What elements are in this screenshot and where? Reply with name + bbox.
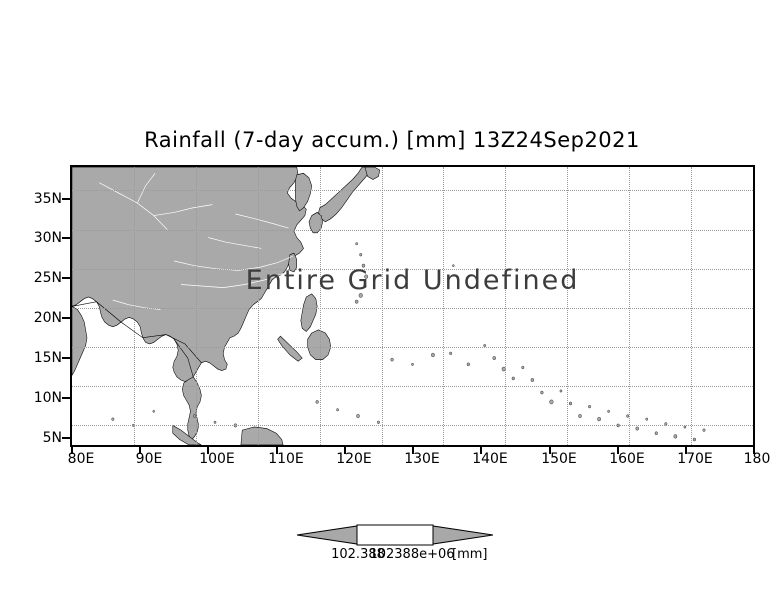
ytick-label-25n: 25N <box>33 270 62 286</box>
ytick-mark-20n <box>62 317 70 319</box>
xtick-label-180: 180 <box>743 451 771 467</box>
xtick-label-150e: 150E <box>541 451 577 467</box>
ytick-label-35n: 35N <box>33 191 62 207</box>
xtick-label-130e: 130E <box>404 451 440 467</box>
land-mindanao <box>307 329 332 360</box>
ytick-label-5n: 5N <box>42 430 62 446</box>
xtick-mark-170e <box>685 447 687 454</box>
land-japan-honshu <box>318 167 372 223</box>
xtick-label-90e: 90E <box>135 451 163 467</box>
xtick-mark-100e <box>207 447 209 454</box>
xtick-label-160e: 160E <box>609 451 645 467</box>
colorbar-swatches <box>297 524 493 546</box>
xtick-mark-90e <box>139 447 141 454</box>
land-taiwan <box>288 252 298 273</box>
xtick-mark-80e <box>71 447 73 454</box>
border-lines <box>72 301 202 377</box>
xtick-mark-150e <box>549 447 551 454</box>
land-indochina <box>182 376 202 440</box>
xtick-label-80e: 80E <box>67 451 95 467</box>
xtick-label-140e: 140E <box>472 451 508 467</box>
river-network <box>99 173 293 310</box>
map-geography-svg <box>72 167 706 445</box>
ytick-mark-10n <box>62 397 70 399</box>
colorbar[interactable] <box>297 521 493 549</box>
ytick-mark-25n <box>62 277 70 279</box>
land-south-asia <box>72 306 88 376</box>
land-polygons <box>72 167 381 445</box>
ytick-mark-5n <box>62 437 70 439</box>
ytick-label-30n: 30N <box>33 230 62 246</box>
xtick-mark-130e <box>412 447 414 454</box>
land-luzon <box>300 293 318 332</box>
ytick-mark-35n <box>62 198 70 200</box>
land-japan-kyushu <box>308 212 323 234</box>
ytick-label-10n: 10N <box>33 390 62 406</box>
pacific-islands <box>111 242 706 442</box>
ytick-label-20n: 20N <box>33 310 62 326</box>
xtick-mark-110e <box>276 447 278 454</box>
colorbar-tick-label-high: 102388e+06 <box>369 547 455 562</box>
map-plot-area[interactable]: Entire Grid Undefined <box>70 165 755 447</box>
land-korea <box>295 172 312 212</box>
land-sumatra <box>172 424 202 445</box>
colorbar-range-box <box>356 524 434 546</box>
land-palawan <box>277 335 303 362</box>
colorbar-tick-label-low: 102.388 <box>331 547 385 562</box>
xtick-label-110e: 110E <box>268 451 304 467</box>
ytick-label-15n: 15N <box>33 350 62 366</box>
map-canvas: Entire Grid Undefined <box>72 167 753 445</box>
ytick-mark-15n <box>62 357 70 359</box>
page-title: Rainfall (7-day accum.) [mm] 13Z24Sep202… <box>144 128 640 152</box>
xtick-mark-120e <box>344 447 346 454</box>
land-hokkaido <box>364 167 381 180</box>
xtick-label-170e: 170E <box>677 451 713 467</box>
xtick-mark-180 <box>753 447 755 454</box>
colorbar-extend-low <box>297 525 358 545</box>
land-borneo <box>240 426 284 445</box>
xtick-mark-160e <box>617 447 619 454</box>
land-mainland-asia <box>72 167 307 382</box>
xtick-label-120e: 120E <box>336 451 372 467</box>
xtick-label-100e: 100E <box>199 451 235 467</box>
ytick-mark-30n <box>62 237 70 239</box>
xtick-mark-140e <box>480 447 482 454</box>
colorbar-units-label: [mm] <box>452 547 488 562</box>
colorbar-extend-high <box>432 525 493 545</box>
